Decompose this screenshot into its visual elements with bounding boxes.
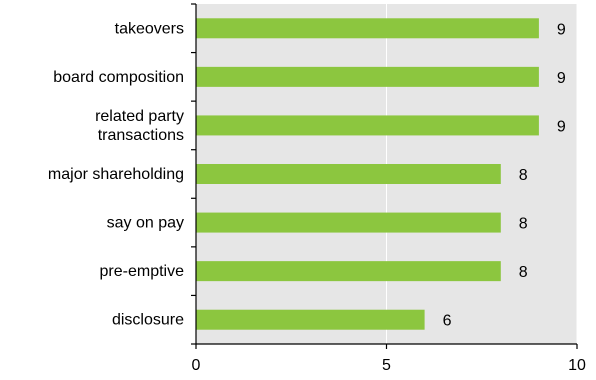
bar (196, 115, 539, 136)
category-label: disclosure (112, 312, 184, 329)
data-labels: 9 9 9 8 8 8 6 (443, 21, 566, 329)
category-label-line: related party (95, 108, 184, 125)
bar (196, 18, 539, 39)
category-label-line: say on pay (107, 215, 184, 232)
axes (191, 3, 578, 349)
category-label-line: major shareholding (48, 166, 184, 183)
data-label: 6 (443, 313, 452, 330)
category-label-line: pre-emptive (100, 263, 185, 280)
category-label-line: transactions (98, 127, 184, 144)
category-label: related party transactions (95, 108, 184, 144)
data-label: 9 (557, 118, 566, 135)
x-tick-label: 0 (192, 357, 201, 374)
data-label: 8 (519, 167, 528, 184)
category-label-line: board composition (53, 69, 184, 86)
bar (196, 309, 425, 330)
x-tick-label: 10 (568, 357, 586, 374)
x-tick-labels: 0 5 10 (192, 357, 586, 374)
category-label: major shareholding (48, 166, 184, 183)
data-label: 9 (557, 21, 566, 38)
data-label: 8 (519, 264, 528, 281)
category-label-line: takeovers (115, 20, 184, 37)
category-label: say on pay (107, 215, 184, 232)
category-label-line: disclosure (112, 312, 184, 329)
bar (196, 164, 501, 184)
bar (196, 261, 501, 282)
category-label: pre-emptive (100, 263, 185, 280)
category-labels: takeovers board composition related party t… (48, 20, 184, 328)
data-label: 8 (519, 216, 528, 233)
x-tick-label: 5 (382, 357, 391, 374)
category-label: takeovers (115, 20, 184, 37)
bar (196, 66, 539, 87)
category-label: board composition (53, 69, 184, 86)
bars (196, 18, 539, 330)
bar (196, 212, 501, 233)
data-label: 9 (557, 70, 566, 87)
